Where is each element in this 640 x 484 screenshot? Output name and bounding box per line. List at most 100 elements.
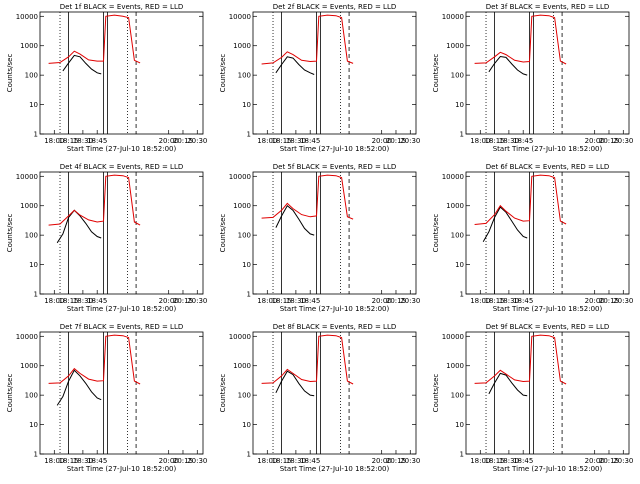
y-tick-label: 1 bbox=[247, 131, 251, 139]
x-tick-label: 20:15 bbox=[386, 457, 406, 465]
panel-title: Det 3f BLACK = Events, RED = LLD bbox=[486, 3, 609, 11]
x-tick-label: 20:00 bbox=[372, 457, 392, 465]
y-tick-label: 10 bbox=[242, 421, 251, 429]
lld-series-line bbox=[474, 334, 567, 385]
y-tick-label: 10000 bbox=[16, 173, 38, 181]
events-series-line bbox=[62, 54, 102, 75]
events-series-line bbox=[488, 372, 528, 397]
panel-title: Det 9f BLACK = Events, RED = LLD bbox=[486, 323, 609, 331]
x-tick-label: 20:00 bbox=[585, 137, 605, 145]
y-tick-label: 1 bbox=[460, 451, 464, 459]
y-tick-label: 1 bbox=[247, 291, 251, 299]
x-tick-label: 18:15 bbox=[59, 137, 79, 145]
x-tick-label: 18:45 bbox=[300, 297, 320, 305]
y-tick-label: 1 bbox=[34, 451, 38, 459]
y-tick-label: 1000 bbox=[446, 42, 464, 50]
x-tick-label: 18:00 bbox=[470, 297, 490, 305]
chart-panel: Det 1f BLACK = Events, RED = LLD 1 10 100 10… bbox=[6, 3, 207, 153]
x-tick-label: 20:00 bbox=[159, 297, 179, 305]
x-axis-label: Start Time (27-Jul-10 18:52:00) bbox=[280, 465, 390, 473]
y-tick-label: 10 bbox=[29, 421, 38, 429]
chart-panel: Det 5f BLACK = Events, RED = LLD 1 10 100 10… bbox=[219, 163, 420, 313]
events-series-line bbox=[488, 55, 528, 76]
plot-frame bbox=[39, 331, 204, 455]
y-tick-label: 1000 bbox=[446, 362, 464, 370]
y-tick-label: 10 bbox=[29, 261, 38, 269]
chart-panel: Det 7f BLACK = Events, RED = LLD 1 10 100 10… bbox=[6, 323, 207, 473]
x-tick-label: 18:00 bbox=[44, 457, 64, 465]
x-tick-label: 20:15 bbox=[386, 297, 406, 305]
x-tick-label: 20:00 bbox=[372, 137, 392, 145]
lld-series-line bbox=[261, 334, 354, 385]
lld-series-line bbox=[48, 174, 141, 226]
plot-frame bbox=[39, 171, 204, 295]
x-tick-label: 20:15 bbox=[386, 137, 406, 145]
x-tick-label: 18:15 bbox=[272, 457, 292, 465]
y-tick-label: 1000 bbox=[233, 362, 251, 370]
x-tick-label: 20:30 bbox=[400, 137, 420, 145]
x-tick-label: 20:00 bbox=[159, 457, 179, 465]
events-series-line bbox=[482, 206, 528, 242]
panel-title: Det 7f BLACK = Events, RED = LLD bbox=[60, 323, 183, 331]
chart-panel: Det 8f BLACK = Events, RED = LLD 1 10 100 10… bbox=[219, 323, 420, 473]
y-tick-label: 100 bbox=[451, 232, 464, 240]
chart-panel: Det 2f BLACK = Events, RED = LLD 1 10 100 10… bbox=[219, 3, 420, 153]
x-tick-label: 18:00 bbox=[470, 137, 490, 145]
y-axis-label: Counts/sec bbox=[6, 374, 14, 413]
x-axis-label: Start Time (27-Jul-10 18:52:00) bbox=[493, 145, 603, 153]
x-tick-label: 20:00 bbox=[372, 297, 392, 305]
y-tick-label: 1 bbox=[34, 131, 38, 139]
y-tick-label: 10 bbox=[455, 421, 464, 429]
events-series-line bbox=[275, 56, 315, 75]
x-tick-label: 18:30 bbox=[286, 297, 306, 305]
x-tick-label: 20:15 bbox=[173, 457, 193, 465]
events-series-line bbox=[275, 370, 315, 397]
y-tick-label: 1 bbox=[34, 291, 38, 299]
y-tick-label: 100 bbox=[451, 392, 464, 400]
x-tick-label: 18:15 bbox=[59, 297, 79, 305]
x-axis-label: Start Time (27-Jul-10 18:52:00) bbox=[67, 465, 177, 473]
x-axis-label: Start Time (27-Jul-10 18:52:00) bbox=[280, 145, 390, 153]
x-tick-label: 18:45 bbox=[513, 457, 533, 465]
x-tick-label: 18:45 bbox=[87, 137, 107, 145]
x-tick-label: 20:30 bbox=[400, 297, 420, 305]
x-tick-label: 18:45 bbox=[87, 457, 107, 465]
x-tick-label: 20:30 bbox=[400, 457, 420, 465]
plot-frame bbox=[252, 331, 417, 455]
y-tick-label: 1000 bbox=[20, 362, 38, 370]
events-series-line bbox=[56, 209, 102, 244]
y-tick-label: 1000 bbox=[20, 42, 38, 50]
y-tick-label: 10000 bbox=[229, 333, 251, 341]
x-tick-label: 20:15 bbox=[173, 137, 193, 145]
x-tick-label: 18:30 bbox=[499, 137, 519, 145]
y-tick-label: 10000 bbox=[442, 173, 464, 181]
x-tick-label: 18:00 bbox=[257, 297, 277, 305]
x-tick-label: 18:30 bbox=[286, 457, 306, 465]
y-tick-label: 10 bbox=[242, 101, 251, 109]
x-tick-label: 20:15 bbox=[599, 297, 619, 305]
events-series-line bbox=[275, 204, 315, 236]
lld-series-line bbox=[261, 14, 354, 65]
x-tick-label: 18:45 bbox=[513, 297, 533, 305]
plot-frame bbox=[252, 11, 417, 135]
x-tick-label: 18:15 bbox=[272, 297, 292, 305]
lld-series-line bbox=[48, 14, 141, 64]
x-tick-label: 20:30 bbox=[187, 297, 207, 305]
x-tick-label: 18:15 bbox=[485, 457, 505, 465]
x-tick-label: 20:00 bbox=[585, 297, 605, 305]
panel-title: Det 5f BLACK = Events, RED = LLD bbox=[273, 163, 396, 171]
y-tick-label: 100 bbox=[25, 72, 38, 80]
y-axis-label: Counts/sec bbox=[432, 374, 440, 413]
y-axis-label: Counts/sec bbox=[219, 374, 227, 413]
y-tick-label: 100 bbox=[238, 72, 251, 80]
x-axis-label: Start Time (27-Jul-10 18:52:00) bbox=[280, 305, 390, 313]
x-tick-label: 18:15 bbox=[485, 297, 505, 305]
chart-panel: Det 3f BLACK = Events, RED = LLD 1 10 100 10… bbox=[432, 3, 633, 153]
x-tick-label: 20:30 bbox=[187, 457, 207, 465]
x-tick-label: 18:30 bbox=[73, 457, 93, 465]
chart-panel: Det 9f BLACK = Events, RED = LLD 1 10 100 10… bbox=[432, 323, 633, 473]
panel-title: Det 8f BLACK = Events, RED = LLD bbox=[273, 323, 396, 331]
plot-frame bbox=[465, 331, 630, 455]
lld-series-line bbox=[48, 334, 141, 385]
x-tick-label: 20:30 bbox=[613, 457, 633, 465]
